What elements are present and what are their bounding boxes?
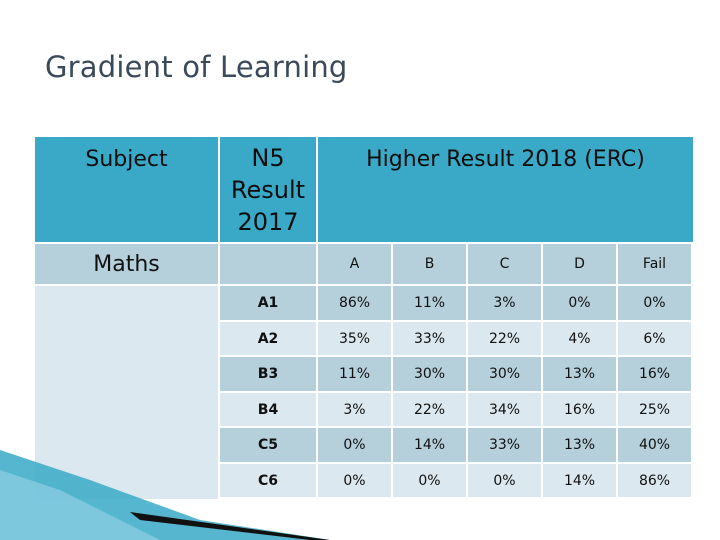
subject-header-label: Subject bbox=[85, 147, 168, 172]
table-cell-text: 0% bbox=[418, 472, 441, 489]
table-cell-text: 0% bbox=[643, 295, 666, 311]
grade-column-header: B bbox=[393, 244, 466, 284]
table-cell-text: 0% bbox=[343, 472, 366, 489]
table-cell-text: 0% bbox=[568, 295, 591, 311]
row-label-text: B4 bbox=[257, 401, 279, 418]
subject-header: Subject bbox=[35, 137, 218, 242]
table-cell: 11% bbox=[318, 357, 391, 391]
table-cell: 13% bbox=[543, 428, 616, 462]
row-label-text: C5 bbox=[257, 437, 278, 453]
table-cell: 33% bbox=[468, 428, 541, 462]
subject-value-cell: Maths bbox=[35, 244, 218, 284]
table-cell: 30% bbox=[468, 357, 541, 391]
table-cell-text: 35% bbox=[338, 330, 371, 347]
table-cell-text: 3% bbox=[343, 401, 366, 418]
table-cell: 35% bbox=[318, 322, 391, 355]
row-label-text: A2 bbox=[257, 330, 279, 347]
table-cell-text: 25% bbox=[638, 401, 671, 418]
table-cell-text: 33% bbox=[488, 437, 521, 453]
table-cell: 86% bbox=[618, 464, 691, 497]
table-cell-text: 34% bbox=[488, 401, 521, 418]
table-cell: 40% bbox=[618, 428, 691, 462]
table-cell-text: 86% bbox=[338, 295, 371, 311]
row-label: A1 bbox=[220, 286, 316, 320]
grade-column-header: Fail bbox=[618, 244, 691, 284]
table-cell: 0% bbox=[543, 286, 616, 320]
row-label: A2 bbox=[220, 322, 316, 355]
table-cell: 11% bbox=[393, 286, 466, 320]
table-cell-text: 11% bbox=[338, 366, 371, 382]
table-cell: 16% bbox=[618, 357, 691, 391]
table-cell: 0% bbox=[468, 464, 541, 497]
table-cell: 16% bbox=[543, 393, 616, 426]
subject-value: Maths bbox=[93, 251, 160, 277]
row-label-text: C6 bbox=[257, 472, 278, 489]
table-cell-text: 40% bbox=[638, 437, 671, 453]
table-cell: 0% bbox=[393, 464, 466, 497]
table-cell-text: 30% bbox=[413, 366, 446, 382]
table-cell-text: 13% bbox=[563, 366, 596, 382]
n5-header: N5 Result 2017 bbox=[220, 137, 316, 242]
table-cell-text: 16% bbox=[638, 366, 671, 382]
grade-column-header-text: Fail bbox=[642, 256, 667, 272]
slide-title: Gradient of Learning bbox=[45, 50, 348, 84]
table-cell: 13% bbox=[543, 357, 616, 391]
grade-column-header-text: D bbox=[574, 256, 585, 272]
row-label: B4 bbox=[220, 393, 316, 426]
grade-column-header-text: C bbox=[499, 256, 510, 272]
table-cell-text: 3% bbox=[493, 295, 516, 311]
higher-header: Higher Result 2018 (ERC) bbox=[318, 137, 693, 242]
table-cell-text: 22% bbox=[488, 330, 521, 347]
row-label: C5 bbox=[220, 428, 316, 462]
table-cell: 30% bbox=[393, 357, 466, 391]
row-label: B3 bbox=[220, 357, 316, 391]
table-cell-text: 11% bbox=[413, 295, 446, 311]
higher-header-label: Higher Result 2018 (ERC) bbox=[366, 147, 645, 172]
table-cell-text: 0% bbox=[493, 472, 516, 489]
grade-column-header: D bbox=[543, 244, 616, 284]
table-cell-text: 4% bbox=[568, 330, 591, 347]
table-cell: 4% bbox=[543, 322, 616, 355]
table-cell-text: 86% bbox=[638, 472, 671, 489]
table-cell-text: 0% bbox=[343, 437, 366, 453]
corner-decoration bbox=[0, 450, 330, 540]
table-cell: 22% bbox=[468, 322, 541, 355]
table-cell: 34% bbox=[468, 393, 541, 426]
table-cell-text: 16% bbox=[563, 401, 596, 418]
table-cell: 0% bbox=[318, 464, 391, 497]
table-cell: 22% bbox=[393, 393, 466, 426]
table-cell-text: 14% bbox=[413, 437, 446, 453]
grade-column-header: A bbox=[318, 244, 391, 284]
table-cell: 14% bbox=[393, 428, 466, 462]
table-cell: 86% bbox=[318, 286, 391, 320]
table-cell-text: 33% bbox=[413, 330, 446, 347]
n5-subheader-empty bbox=[220, 244, 316, 284]
grade-column-header-text: B bbox=[424, 256, 435, 272]
table-cell: 6% bbox=[618, 322, 691, 355]
table-cell: 0% bbox=[318, 428, 391, 462]
table-cell-text: 30% bbox=[488, 366, 521, 382]
grade-column-header-text: A bbox=[349, 256, 360, 272]
table-cell: 0% bbox=[618, 286, 691, 320]
table-cell-text: 6% bbox=[643, 330, 666, 347]
table-cell: 3% bbox=[318, 393, 391, 426]
row-label-text: A1 bbox=[257, 295, 279, 311]
table-cell: 14% bbox=[543, 464, 616, 497]
n5-header-label: N5 Result 2017 bbox=[230, 143, 306, 236]
results-table: Subject N5 Result 2017 Higher Result 201… bbox=[35, 137, 693, 499]
table-cell-text: 14% bbox=[563, 472, 596, 489]
grade-column-header: C bbox=[468, 244, 541, 284]
table-cell-text: 22% bbox=[413, 401, 446, 418]
table-cell: 3% bbox=[468, 286, 541, 320]
row-label: C6 bbox=[220, 464, 316, 497]
table-cell-text: 13% bbox=[563, 437, 596, 453]
table-cell: 25% bbox=[618, 393, 691, 426]
subject-column-body bbox=[35, 286, 218, 499]
table-cell: 33% bbox=[393, 322, 466, 355]
row-label-text: B3 bbox=[257, 366, 279, 382]
